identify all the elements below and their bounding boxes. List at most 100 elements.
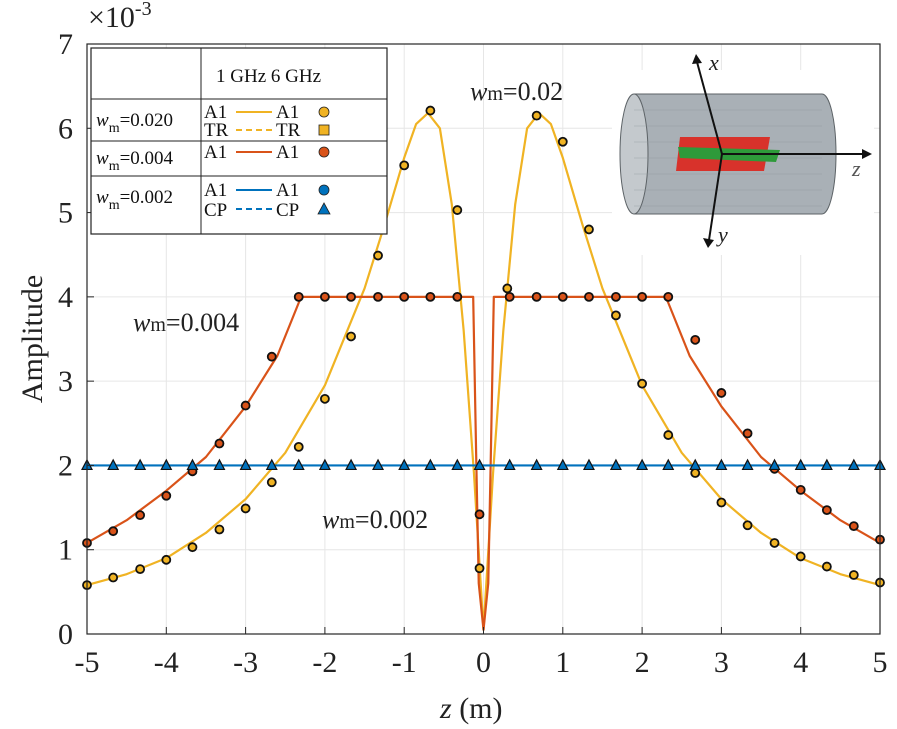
y-tick-label: 4 [58,281,73,314]
data-point-wm004 [214,438,225,449]
legend-line-label: A1 [204,102,227,123]
data-point-wm002 [609,458,622,471]
data-point-wm002 [345,458,358,471]
data-point-wm020 [425,105,436,116]
data-point-wm004 [373,291,383,302]
data-point-wm004 [663,291,674,302]
legend-circle-marker [318,184,330,196]
x-tick-label: -3 [233,646,258,679]
data-point-wm004 [161,490,172,501]
data-point-wm002 [424,458,437,471]
data-point-wm020 [266,477,277,488]
data-point-wm002 [530,458,543,471]
data-point-wm004 [504,291,515,302]
data-point-wm020 [161,554,172,565]
data-point-wm020 [821,561,832,572]
x-axis-arrow [696,61,723,155]
inset-y-label: y [716,222,728,247]
legend-circle-marker [318,146,330,158]
data-point-wm020 [240,503,251,514]
y-tick-labels: 0 1 2 3 4 5 6 7 [58,28,94,651]
legend-triangle-marker [317,202,331,215]
data-point-wm004 [135,510,146,521]
legend-circle-marker [318,106,330,118]
data-point-wm020 [531,110,542,121]
data-point-wm002 [265,458,278,471]
legend-line-label: TR [204,120,229,141]
data-point-wm004 [293,291,304,302]
data-point-wm004 [584,291,594,302]
data-point-wm020 [716,497,727,508]
data-point-wm020 [373,250,383,261]
data-point-wm002 [398,458,411,471]
y-arrowhead [703,238,714,248]
data-point-wm004 [742,428,753,439]
data-point-wm002 [847,458,860,471]
data-point-wm002 [741,458,754,471]
legend-line-label: A1 [204,180,227,201]
data-point-wm004 [716,388,727,398]
data-point-wm002 [582,458,595,471]
x-arrowhead [692,54,702,64]
legend-line-label: A1 [204,142,227,163]
data-point-wm004 [266,351,277,362]
data-point-wm002 [318,458,331,471]
x-tick-label: 5 [873,646,888,679]
data-point-wm004 [611,291,621,302]
data-point-wm020 [187,542,198,553]
data-point-wm020 [452,205,463,215]
data-point-wm020 [502,283,513,294]
data-point-wm002 [372,458,385,471]
annotation-wm-0.02: wm=0.02 [470,77,563,106]
data-point-wm020 [346,331,356,342]
data-point-wm004 [557,291,568,302]
data-point-wm020_center_dots [474,563,485,574]
data-point-wm004 [821,505,832,516]
data-point-wm002 [451,458,464,471]
data-point-wm002 [134,458,147,471]
legend-mark-label: A1 [276,142,299,163]
markers [81,105,886,591]
legend-header: 1 GHz 6 GHz [216,66,321,87]
data-point-wm020 [584,224,594,235]
cylinder-mesh [634,109,822,207]
x-tick-labels: -5 -4 -3 -2 -1 0 1 2 3 4 5 [75,627,888,679]
data-point-wm004 [795,484,806,495]
data-point-wm002 [556,458,569,471]
legend-mark-label: A1 [276,180,299,201]
data-point-wm004 [346,291,356,302]
x-axis-label: z (m) [439,692,503,725]
x-tick-label: 2 [635,646,650,679]
data-point-wm020 [135,564,146,574]
y-tick-label: 2 [58,449,73,482]
y-axis-label: Amplitude [16,275,49,403]
y-tick-label: 7 [58,28,73,61]
data-point-wm004 [848,521,859,532]
data-point-wm020 [795,551,806,562]
data-point-wm002 [794,458,807,471]
data-point-wm020 [557,136,568,147]
x-tick-label: 0 [476,646,491,679]
data-point-wm002 [107,458,120,471]
cylinder-cap [619,93,649,215]
legend-square-marker [318,124,330,136]
legend-row-label: wm=0.020 [96,110,173,136]
data-point-wm002 [820,458,833,471]
data-point-wm002 [503,458,516,471]
inset-x-label: x [708,50,719,75]
annotation-wm-0.004: wm=0.004 [133,308,239,337]
data-point-wm002 [715,458,728,471]
data-point-wm020 [611,310,621,321]
data-point-wm004 [240,400,251,411]
data-point-wm002 [768,458,781,471]
y-tick-label: 5 [58,197,73,230]
x-tick-label: -1 [392,646,417,679]
data-point-wm004 [637,291,647,302]
z-arrowhead [862,149,872,159]
data-point-wm004 [108,526,119,537]
y-tick-label: 3 [58,365,73,398]
data-point-wm020 [214,524,225,535]
data-point-wm020 [663,430,674,440]
y-tick-label: 0 [58,618,73,651]
data-point-wm004 [425,291,436,302]
